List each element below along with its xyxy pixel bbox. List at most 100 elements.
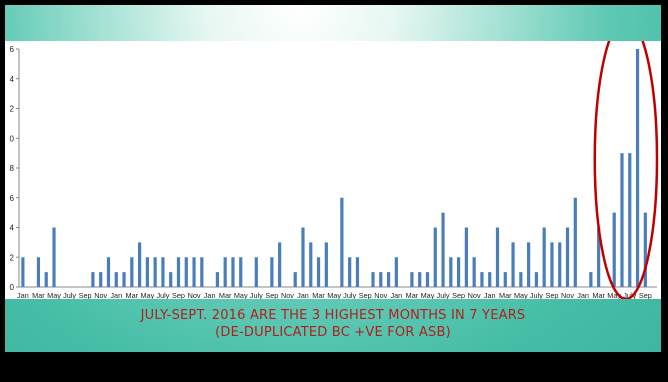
bar (145, 257, 149, 287)
bar (480, 272, 484, 288)
x-tick-label: Mar (126, 291, 139, 299)
x-tick-label: Nov (94, 291, 107, 299)
bar (138, 242, 142, 288)
x-tick-label: Sep (172, 291, 185, 299)
chart-panel: 0 2 4 6 8 0 2 4 6 Jan Mar May July Sep Nov Jan Mar May Jul… (5, 41, 661, 299)
bar (293, 272, 297, 288)
bar (425, 272, 430, 288)
bar (184, 257, 188, 287)
bar (589, 272, 593, 288)
x-tick-label: Nov (374, 291, 387, 299)
x-tick-label: May (607, 291, 621, 299)
x-tick-label: July (250, 291, 263, 299)
bar (488, 272, 492, 288)
bar (348, 257, 352, 287)
x-tick-label: Mar (499, 291, 512, 299)
y-tick-label: 2 (10, 253, 15, 262)
bar (386, 272, 391, 288)
bar (270, 257, 274, 287)
bar (161, 257, 165, 287)
bar (99, 272, 103, 288)
x-tick-label: July (156, 291, 169, 299)
bar (495, 227, 500, 287)
y-tick-label: 8 (10, 164, 15, 173)
x-tick-label: July (530, 291, 543, 299)
x-tick-label: Sep (639, 291, 652, 299)
x-tick-label: Nov (561, 291, 574, 299)
x-tick-label: Sep (452, 291, 465, 299)
bar (91, 272, 95, 288)
bar (36, 257, 41, 287)
bar (464, 227, 468, 287)
bar (457, 257, 461, 287)
bar (503, 272, 507, 288)
y-tick-label: 4 (10, 75, 15, 84)
x-tick-label: Mar (219, 291, 232, 299)
bar (441, 212, 445, 288)
bar (169, 272, 173, 288)
bar (254, 257, 258, 287)
bar (309, 242, 313, 288)
bar (394, 257, 398, 287)
x-tick-label: July (437, 291, 450, 299)
bar (612, 212, 616, 288)
x-tick-label: July (623, 291, 636, 299)
x-tick-label: Mar (312, 291, 325, 299)
x-tick-label: Sep (265, 291, 278, 299)
bar (519, 272, 523, 288)
bar (620, 153, 624, 288)
caption-line-2: (DE-DUPLICATED BC +VE FOR ASB) (215, 325, 451, 340)
bar (122, 272, 126, 288)
bar (130, 257, 134, 287)
bar (21, 257, 25, 287)
bar (527, 242, 531, 288)
bar (278, 242, 282, 288)
bar (200, 257, 204, 287)
caption-line-1: JULY-SEPT. 2016 ARE THE 3 HIGHEST MONTHS… (140, 308, 526, 323)
bar (44, 272, 48, 288)
x-tick-label: Mar (406, 291, 419, 299)
bar (643, 212, 647, 288)
bar (410, 272, 414, 288)
highlight-ellipse (593, 41, 659, 299)
bar (628, 153, 632, 288)
y-tick-label: 4 (10, 224, 15, 233)
y-tick-label: 0 (10, 283, 15, 292)
bar (114, 272, 118, 288)
x-tick-label: May (421, 291, 435, 299)
bar (301, 227, 305, 287)
x-tick-label: May (234, 291, 248, 299)
x-tick-label: Nov (468, 291, 481, 299)
x-tick-label: Jan (390, 291, 402, 299)
bar (449, 257, 453, 287)
x-tick-label: Jan (110, 291, 122, 299)
x-tick-label: Mar (592, 291, 605, 299)
x-tick-label: Sep (79, 291, 92, 299)
x-tick-label: Jan (484, 291, 496, 299)
bar (534, 272, 538, 288)
x-tick-label: Sep (545, 291, 558, 299)
y-tick-label: 2 (10, 105, 15, 114)
bar (511, 242, 515, 288)
bar (597, 227, 601, 287)
x-tick-label: May (514, 291, 528, 299)
bar (223, 257, 227, 287)
bar (106, 257, 111, 287)
y-tick-label: 6 (10, 194, 15, 203)
bar (239, 257, 243, 287)
bar (231, 257, 235, 287)
bar (153, 257, 157, 287)
slide: 0 2 4 6 8 0 2 4 6 Jan Mar May July Sep Nov Jan Mar May Jul… (5, 5, 661, 352)
x-tick-label: July (63, 291, 76, 299)
x-tick-label: Mar (32, 291, 45, 299)
x-tick-label: May (327, 291, 341, 299)
bar (340, 197, 344, 287)
x-tick-label: Nov (188, 291, 201, 299)
bar (355, 257, 360, 287)
x-tick-label: July (343, 291, 356, 299)
bar (176, 257, 181, 287)
x-tick-label: Sep (359, 291, 372, 299)
bar (418, 272, 422, 288)
x-tick-label: Nov (281, 291, 294, 299)
